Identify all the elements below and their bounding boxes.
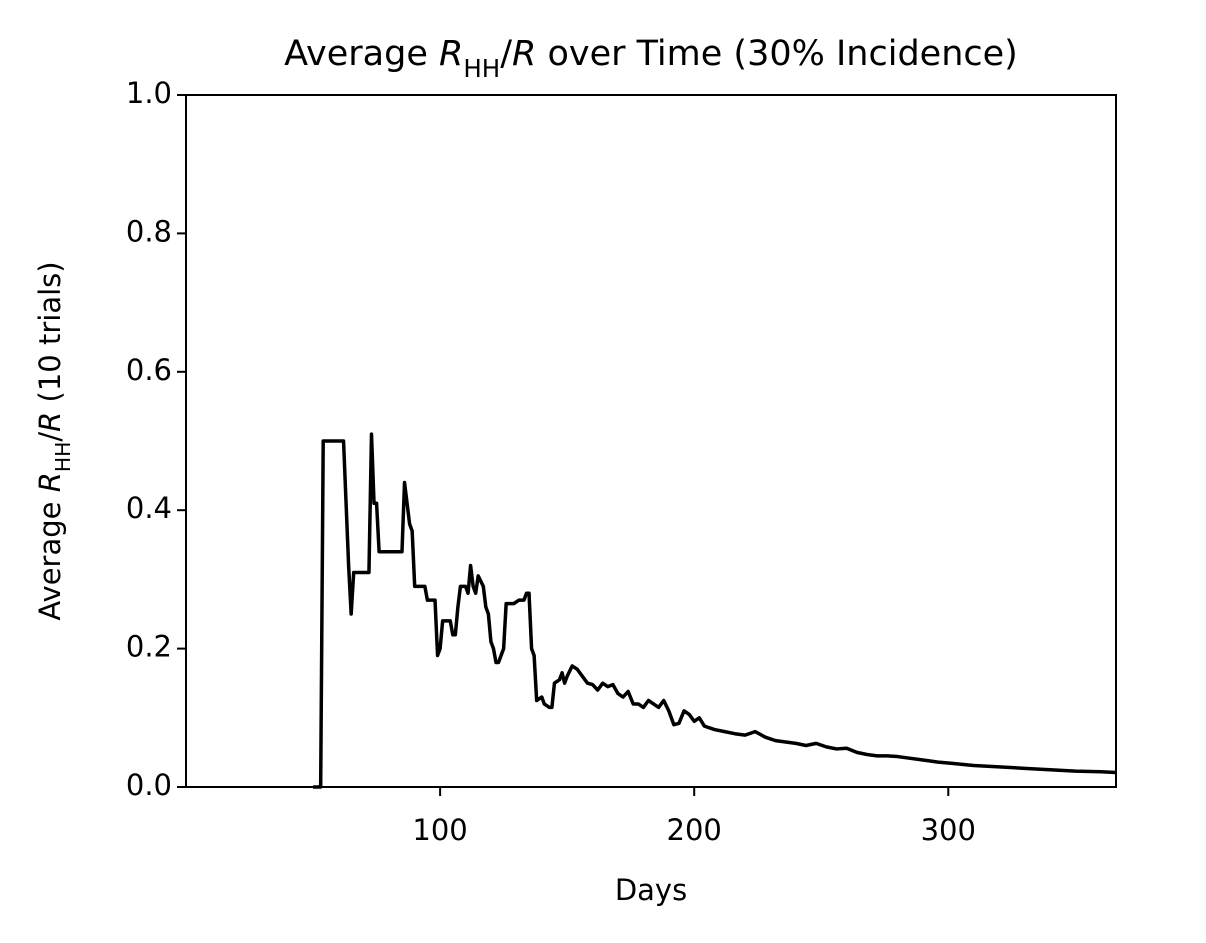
y-tick-label: 0.2: [126, 630, 172, 664]
text-part: R: [512, 34, 536, 74]
text-part: HH: [51, 442, 75, 473]
text-part: (10 trials): [33, 261, 67, 411]
x-tick-label: 300: [921, 813, 976, 847]
text-part: Average: [284, 34, 439, 74]
text-part: R: [33, 412, 67, 432]
text-part: R: [33, 472, 67, 492]
y-axis-label: Average RHH/R (10 trials): [33, 261, 75, 620]
chart-title: Average RHH/R over Time (30% Incidence): [284, 34, 1018, 83]
plot-frame: [185, 94, 1117, 788]
x-tick-label: 100: [412, 813, 467, 847]
text-part: /: [500, 34, 512, 74]
text-part: /: [33, 432, 67, 442]
y-tick-label: 0.0: [126, 768, 172, 802]
text-part: Average: [33, 492, 67, 620]
x-axis-label: Days: [615, 873, 687, 907]
x-tick-label: 200: [667, 813, 722, 847]
text-part: HH: [463, 54, 500, 83]
y-tick-label: 1.0: [126, 76, 172, 110]
y-tick-label: 0.4: [126, 491, 172, 525]
text-part: R: [439, 34, 463, 74]
y-tick-label: 0.8: [126, 214, 172, 248]
data-line: [313, 432, 1117, 789]
text-part: over Time (30% Incidence): [536, 34, 1018, 74]
y-tick-label: 0.6: [126, 353, 172, 387]
